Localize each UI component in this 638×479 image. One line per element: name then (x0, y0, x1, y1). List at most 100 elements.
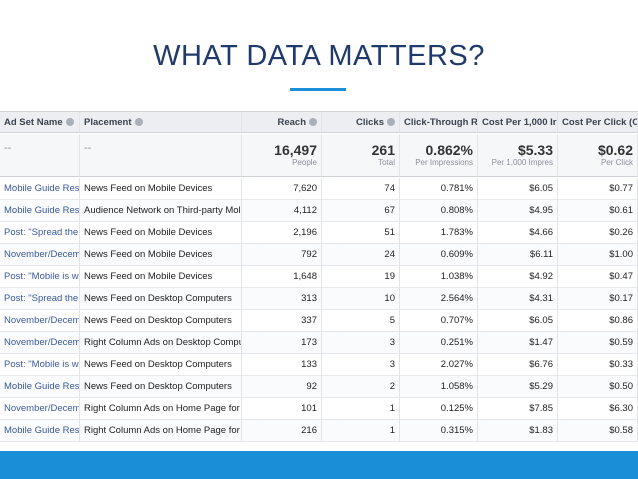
table-cell: $0.17 (558, 288, 638, 310)
summary-value: -- (84, 142, 92, 154)
summary-cell: 261 Total (322, 134, 400, 177)
ad-set-name[interactable]: November/Decem (0, 310, 80, 332)
table-cell: Right Column Ads on Home Page for I (80, 398, 242, 420)
column-header-text: Placement (84, 117, 132, 128)
footer-band (0, 451, 638, 479)
table-cell: Right Column Ads on Desktop Compu (80, 332, 242, 354)
summary-value: $0.62 (597, 142, 633, 158)
summary-value: 261 (371, 142, 395, 158)
table-cell: $1.83 (478, 420, 558, 442)
table-cell: 51 (322, 222, 400, 244)
table-cell: $0.26 (558, 222, 638, 244)
title-underline (290, 88, 346, 91)
table-cell: 24 (322, 244, 400, 266)
info-icon[interactable] (134, 118, 143, 127)
table-cell: 173 (242, 332, 322, 354)
ad-set-name[interactable]: Mobile Guide Res (0, 178, 80, 200)
table-cell: Right Column Ads on Home Page for I (80, 420, 242, 442)
column-header[interactable]: Cost Per 1,000 Ir (478, 112, 558, 133)
table-cell: 2.027% (400, 354, 478, 376)
table-cell: 1 (322, 398, 400, 420)
ad-set-name[interactable]: Mobile Guide Res (0, 200, 80, 222)
table-cell: 74 (322, 178, 400, 200)
summary-caption: Per 1,000 Impres (491, 158, 553, 167)
table-cell: $6.30 (558, 398, 638, 420)
table-cell: 0.315% (400, 420, 478, 442)
table-cell: $0.86 (558, 310, 638, 332)
table-cell: News Feed on Desktop Computers (80, 310, 242, 332)
table-cell: $0.47 (558, 266, 638, 288)
column-header-text: Clicks (356, 117, 384, 128)
table-cell: 19 (322, 266, 400, 288)
table-cell: 0.609% (400, 244, 478, 266)
column-header-text: Cost Per 1,000 Ir (482, 117, 557, 128)
summary-caption: Total (378, 158, 395, 167)
table-cell: 792 (242, 244, 322, 266)
summary-cell: -- (0, 134, 80, 177)
table-cell: 7,620 (242, 178, 322, 200)
info-icon[interactable] (65, 118, 74, 127)
table-cell: $6.76 (478, 354, 558, 376)
ad-set-name[interactable]: Mobile Guide Res (0, 376, 80, 398)
ad-set-name[interactable]: Post: "Mobile is w (0, 354, 80, 376)
summary-value: 0.862% (425, 142, 473, 158)
summary-caption: Per Impressions (415, 158, 473, 167)
table-cell: 3 (322, 332, 400, 354)
column-header-text: Cost Per Click (Cl (562, 117, 638, 128)
table-cell: $7.85 (478, 398, 558, 420)
table-cell: $4.66 (478, 222, 558, 244)
table-cell: 92 (242, 376, 322, 398)
table-cell: 313 (242, 288, 322, 310)
table-cell: News Feed on Desktop Computers (80, 376, 242, 398)
ads-table: Ad Set Name Placement Reach Clicks Click-Thr… (0, 111, 638, 446)
table-cell: 216 (242, 420, 322, 442)
table-cell: $0.77 (558, 178, 638, 200)
table-cell: $4.92 (478, 266, 558, 288)
table-cell: News Feed on Mobile Devices (80, 244, 242, 266)
column-header[interactable]: Ad Set Name (0, 112, 80, 133)
table-cell: 1.058% (400, 376, 478, 398)
table-cell: News Feed on Desktop Computers (80, 288, 242, 310)
ad-set-name[interactable]: November/Decem (0, 398, 80, 420)
summary-value: -- (4, 142, 12, 154)
table-cell: 1.783% (400, 222, 478, 244)
column-header[interactable]: Cost Per Click (Cl (558, 112, 638, 133)
table-cell: 2,196 (242, 222, 322, 244)
table-cell: $0.59 (558, 332, 638, 354)
ad-set-name[interactable]: Post: "Spread the (0, 288, 80, 310)
table-cell: $6.11 (478, 244, 558, 266)
ad-set-name[interactable]: Mobile Guide Res (0, 420, 80, 442)
table-cell: 4,112 (242, 200, 322, 222)
table-cell: 67 (322, 200, 400, 222)
table-cell: 10 (322, 288, 400, 310)
summary-cell: 16,497 People (242, 134, 322, 177)
column-header[interactable]: Click-Through R (400, 112, 478, 133)
summary-value: 16,497 (274, 142, 317, 158)
table-cell: 0.707% (400, 310, 478, 332)
table-cell: 1,648 (242, 266, 322, 288)
column-header[interactable]: Clicks (322, 112, 400, 133)
ad-set-name[interactable]: November/Decem (0, 332, 80, 354)
info-icon[interactable] (387, 118, 395, 127)
ad-set-name[interactable]: November/Decem (0, 244, 80, 266)
table-cell: News Feed on Desktop Computers (80, 354, 242, 376)
info-icon[interactable] (309, 118, 317, 127)
column-header-text: Ad Set Name (4, 117, 63, 128)
table-cell: $5.29 (478, 376, 558, 398)
summary-cell: -- (80, 134, 242, 177)
table-cell: 5 (322, 310, 400, 332)
table-cell: 0.808% (400, 200, 478, 222)
table-cell: 0.125% (400, 398, 478, 420)
column-header[interactable]: Reach (242, 112, 322, 133)
summary-cell: $0.62 Per Click (558, 134, 638, 177)
column-header-text: Reach (277, 117, 306, 128)
summary-caption: People (292, 158, 317, 167)
column-header[interactable]: Placement (80, 112, 242, 133)
table-cell: News Feed on Mobile Devices (80, 178, 242, 200)
ad-set-name[interactable]: Post: "Mobile is w (0, 266, 80, 288)
summary-cell: 0.862% Per Impressions (400, 134, 478, 177)
table-cell: 2 (322, 376, 400, 398)
ad-set-name[interactable]: Post: "Spread the (0, 222, 80, 244)
table-cell: 133 (242, 354, 322, 376)
